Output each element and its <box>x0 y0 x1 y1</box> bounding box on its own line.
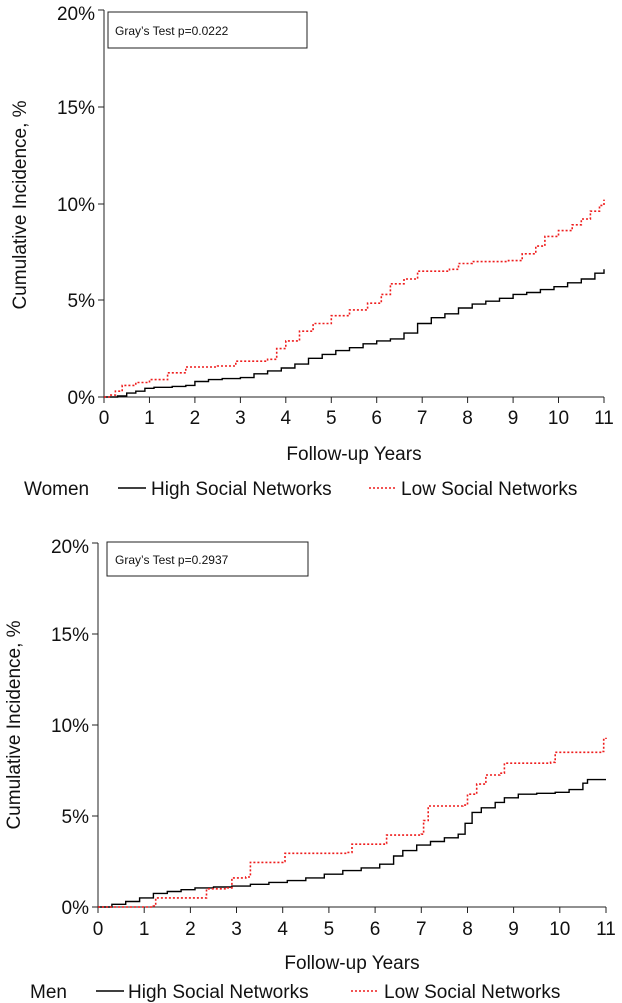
grays-test-annotation: Gray’s Test p=0.0222 <box>115 24 229 38</box>
y-tick-label: 0% <box>62 898 90 919</box>
women-series-low-line <box>104 199 605 398</box>
y-tick-label: 10% <box>57 195 95 216</box>
legend: Men High Social Networks Low Social Netw… <box>30 982 560 1003</box>
women-panel: 0% 5% 10% 15% 20% 0 1 2 3 4 5 6 7 8 9 10 <box>10 4 614 500</box>
x-tick-label: 9 <box>508 919 519 940</box>
y-tick-label: 15% <box>51 625 89 646</box>
legend-label-low: Low Social Networks <box>401 479 577 500</box>
x-tick-label: 1 <box>139 919 150 940</box>
x-tick-label: 9 <box>508 408 519 429</box>
x-tick-label: 0 <box>93 919 104 940</box>
x-tick-label: 4 <box>277 919 288 940</box>
series-layer <box>98 199 607 908</box>
x-ticks <box>97 907 607 913</box>
legend-title: Women <box>24 479 89 500</box>
women-series-high-line <box>104 269 605 398</box>
x-tick-label: 3 <box>231 919 242 940</box>
x-tick-label: 6 <box>370 919 381 940</box>
men-series-high-line <box>98 778 606 908</box>
x-tick-label: 3 <box>235 408 246 429</box>
x-axis-label: Follow-up Years <box>284 953 419 974</box>
legend: Women High Social Networks Low Social Ne… <box>24 479 577 500</box>
annotation-box <box>106 541 309 577</box>
x-tick-label: 8 <box>462 919 473 940</box>
x-tick-label: 7 <box>417 408 428 429</box>
x-tick-label: 2 <box>185 919 196 940</box>
x-tick-label: 8 <box>462 408 473 429</box>
x-tick-label: 5 <box>326 408 337 429</box>
y-axis-label: Cumulative Incidence, % <box>4 620 25 829</box>
x-tick-label: 0 <box>99 408 110 429</box>
x-tick-label: 4 <box>281 408 292 429</box>
x-tick-label: 5 <box>324 919 335 940</box>
y-axis-label: Cumulative Incidence, % <box>10 100 31 309</box>
x-tick-label: 11 <box>596 919 616 940</box>
x-tick-label: 10 <box>548 408 569 429</box>
legend-label-low: Low Social Networks <box>384 982 560 1003</box>
y-tick-label: 10% <box>51 716 89 737</box>
x-tick-label: 1 <box>144 408 155 429</box>
legend-title: Men <box>30 982 67 1003</box>
annotation-box <box>107 11 308 49</box>
x-tick-label: 2 <box>190 408 201 429</box>
x-tick-label: 6 <box>371 408 382 429</box>
y-tick-label: 0% <box>68 388 96 409</box>
men-panel: 0% 5% 10% 15% 20% 0 1 2 3 4 5 6 7 8 9 10 <box>4 537 616 1003</box>
y-tick-label: 20% <box>57 4 95 25</box>
y-tick-label: 5% <box>62 807 90 828</box>
grays-test-annotation: Gray’s Test p=0.2937 <box>115 553 229 567</box>
x-tick-label: 11 <box>594 408 614 429</box>
y-tick-label: 5% <box>68 291 96 312</box>
y-tick-label: 20% <box>51 537 89 558</box>
legend-label-high: High Social Networks <box>128 982 309 1003</box>
x-axis-label: Follow-up Years <box>286 444 421 465</box>
x-tick-label: 10 <box>549 919 570 940</box>
men-series-low-line <box>98 737 607 908</box>
y-tick-label: 15% <box>57 98 95 119</box>
legend-label-high: High Social Networks <box>151 479 332 500</box>
x-tick-label: 7 <box>416 919 427 940</box>
x-ticks <box>103 397 605 403</box>
